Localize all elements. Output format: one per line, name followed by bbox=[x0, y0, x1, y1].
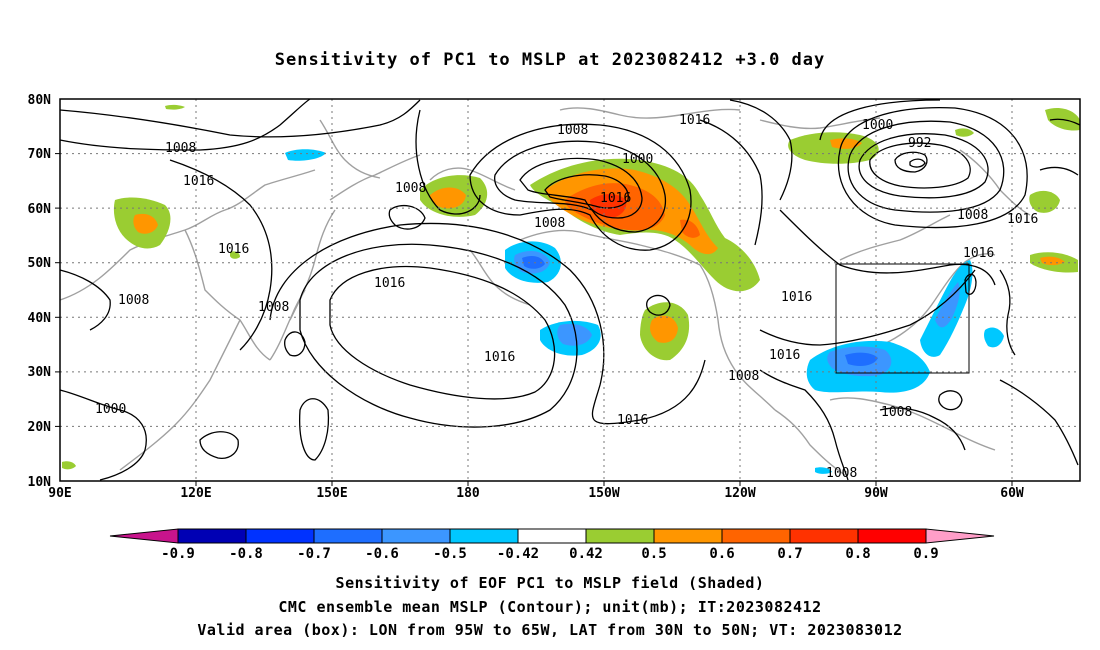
contour-label: 1008 bbox=[881, 405, 912, 420]
lon-label: 120W bbox=[724, 486, 755, 501]
contour-label: 1008 bbox=[258, 300, 289, 315]
colorbar-label: -0.8 bbox=[229, 546, 263, 562]
graticule bbox=[60, 99, 1080, 481]
lat-label: 30N bbox=[28, 365, 52, 380]
contour-label: 1008 bbox=[395, 181, 426, 196]
valid-area-box bbox=[835, 263, 970, 374]
contour-label: 1016 bbox=[600, 191, 631, 206]
lon-label: 180 bbox=[456, 486, 480, 501]
colorbar-swatch bbox=[585, 528, 655, 544]
colorbar-label: 0.8 bbox=[845, 546, 870, 562]
colorbar-labels: -0.9 -0.8 -0.7 -0.6 -0.5 -0.42 0.42 0.5 0.6 0.7 0.… bbox=[161, 546, 939, 562]
colorbar-label: 0.5 bbox=[641, 546, 666, 562]
colorbar-swatch bbox=[177, 528, 247, 544]
lon-label: 90E bbox=[48, 486, 71, 501]
lon-label: 150W bbox=[588, 486, 619, 501]
lat-label: 70N bbox=[28, 147, 52, 162]
caption-valid-area: Valid area (box): LON from 95W to 65W, L… bbox=[197, 621, 903, 639]
lon-label: 150E bbox=[316, 486, 347, 501]
contour-label: 1008 bbox=[728, 369, 759, 384]
contour-label: 1008 bbox=[557, 123, 588, 138]
longitude-labels: 90E 120E 150E 180 150W 120W 90W 60W bbox=[48, 486, 1024, 501]
lat-label: 20N bbox=[28, 420, 52, 435]
colorbar bbox=[109, 528, 995, 544]
contour-label: 1008 bbox=[826, 466, 857, 481]
colorbar-swatch bbox=[313, 528, 383, 544]
lon-label: 60W bbox=[1000, 486, 1024, 501]
colorbar-swatch bbox=[449, 528, 519, 544]
colorbar-high-arrow bbox=[925, 528, 995, 544]
contour-label: 1000 bbox=[95, 402, 126, 417]
colorbar-swatch bbox=[721, 528, 791, 544]
colorbar-label: -0.7 bbox=[297, 546, 331, 562]
caption-shading: Sensitivity of EOF PC1 to MSLP field (Sh… bbox=[335, 574, 765, 592]
colorbar-label: 0.9 bbox=[913, 546, 938, 562]
lon-label: 120E bbox=[180, 486, 211, 501]
contour-label: 1016 bbox=[484, 350, 515, 365]
colorbar-swatch bbox=[245, 528, 315, 544]
colorbar-label: -0.42 bbox=[497, 546, 539, 562]
contour-label: 992 bbox=[908, 136, 931, 151]
contour-label: 1016 bbox=[769, 348, 800, 363]
contour-label: 1016 bbox=[218, 242, 249, 257]
colorbar-label: 0.6 bbox=[709, 546, 734, 562]
mslp-contours bbox=[59, 98, 1081, 481]
contour-label: 1016 bbox=[963, 246, 994, 261]
contour-labels: 1008 1008 1016 1016 1008 1008 1000 1008 … bbox=[95, 113, 1038, 481]
contour-label: 1016 bbox=[781, 290, 812, 305]
contour-label: 1016 bbox=[679, 113, 710, 128]
colorbar-label: -0.6 bbox=[365, 546, 399, 562]
contour-label: 1008 bbox=[118, 293, 149, 308]
colorbar-label: -0.9 bbox=[161, 546, 195, 562]
plot-area bbox=[60, 99, 1080, 481]
lat-label: 60N bbox=[28, 202, 52, 217]
colorbar-swatch bbox=[857, 528, 927, 544]
contour-label: 1008 bbox=[957, 208, 988, 223]
contour-label: 1000 bbox=[862, 118, 893, 133]
lat-label: 40N bbox=[28, 311, 52, 326]
lon-label: 90W bbox=[864, 486, 888, 501]
contour-label: 1016 bbox=[1007, 212, 1038, 227]
contour-label: 1000 bbox=[622, 152, 653, 167]
map-title: Sensitivity of PC1 to MSLP at 2023082412… bbox=[274, 50, 826, 70]
lat-label: 80N bbox=[28, 93, 52, 108]
colorbar-low-arrow bbox=[109, 528, 179, 544]
colorbar-label: -0.5 bbox=[433, 546, 467, 562]
colorbar-label: 0.7 bbox=[777, 546, 802, 562]
colorbar-label: 0.42 bbox=[569, 546, 603, 562]
contour-label: 1016 bbox=[183, 174, 214, 189]
contour-label: 1016 bbox=[617, 413, 648, 428]
contour-label: 1008 bbox=[534, 216, 565, 231]
caption-contour: CMC ensemble mean MSLP (Contour); unit(m… bbox=[278, 598, 822, 616]
colorbar-swatch bbox=[517, 528, 587, 544]
contour-label: 1016 bbox=[374, 276, 405, 291]
plot-frame bbox=[59, 98, 1081, 482]
colorbar-swatch bbox=[653, 528, 723, 544]
latitude-labels: 80N 70N 60N 50N 40N 30N 20N 10N bbox=[28, 93, 52, 490]
axis-ticks bbox=[55, 153, 1013, 486]
colorbar-swatch bbox=[789, 528, 859, 544]
lat-label: 10N bbox=[28, 475, 52, 490]
colorbar-swatch bbox=[381, 528, 451, 544]
contour-label: 1008 bbox=[165, 141, 196, 156]
lat-label: 50N bbox=[28, 256, 52, 271]
